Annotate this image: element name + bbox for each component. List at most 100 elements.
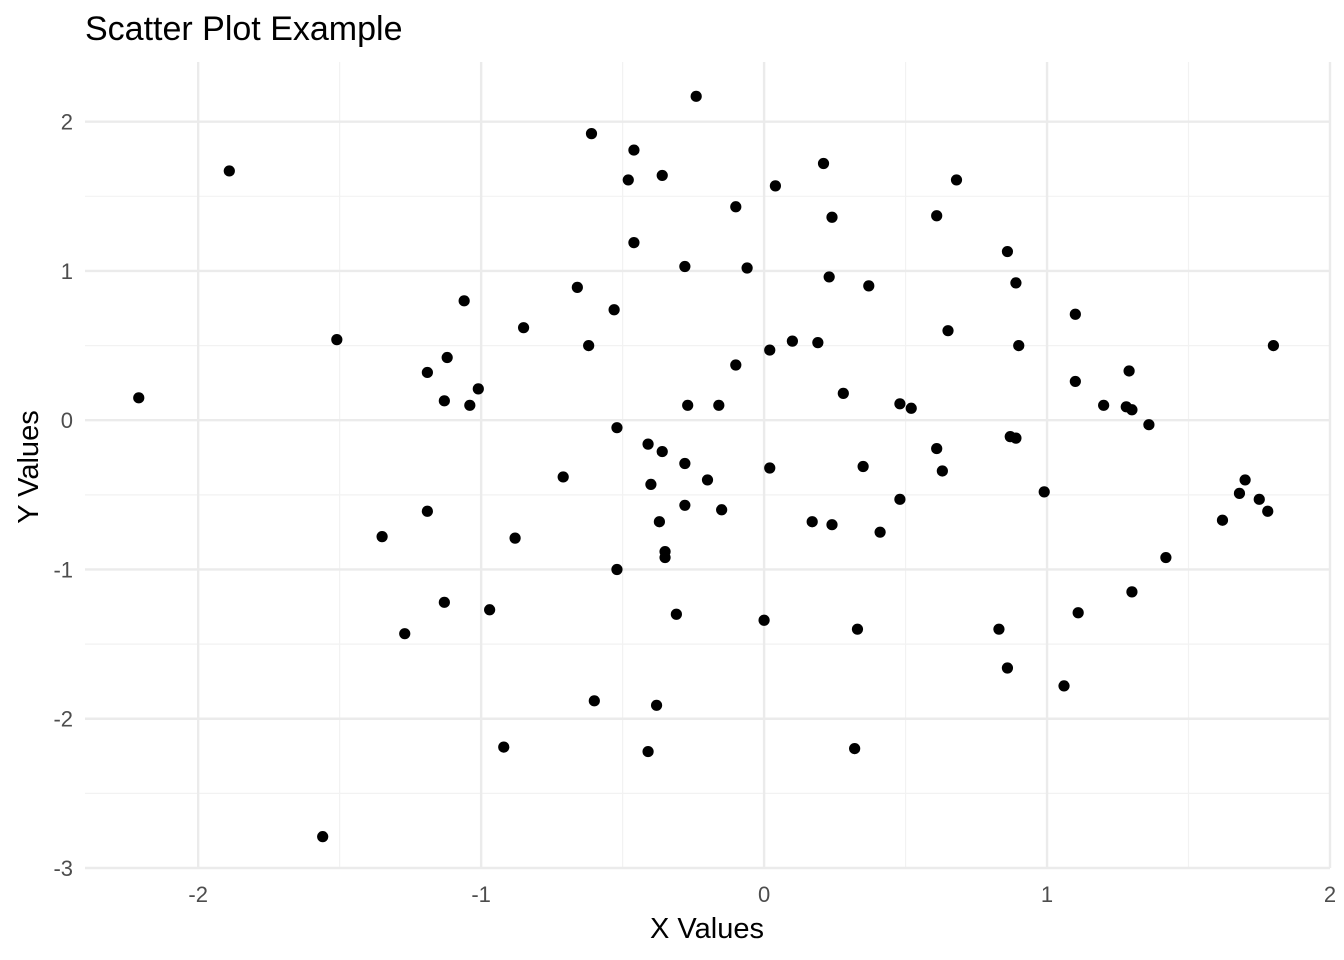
- x-tick-label: 0: [758, 882, 770, 907]
- scatter-point: [317, 831, 329, 843]
- scatter-point: [622, 174, 634, 186]
- scatter-point: [642, 745, 654, 758]
- scatter-point: [472, 383, 484, 395]
- scatter-point: [837, 387, 849, 399]
- scatter-point: [874, 526, 886, 538]
- plot-grid: [85, 62, 1332, 870]
- scatter-point: [679, 499, 691, 511]
- scatter-point: [950, 174, 963, 186]
- scatter-point: [716, 504, 728, 516]
- scatter-point: [894, 493, 906, 505]
- scatter-point: [682, 399, 694, 411]
- scatter-point: [498, 741, 510, 753]
- scatter-point: [441, 351, 453, 364]
- scatter-point: [764, 462, 776, 474]
- scatter-point: [1126, 404, 1138, 416]
- y-axis-ticks: -3 -2 -1 0 1 2: [53, 110, 73, 881]
- scatter-point: [1267, 339, 1280, 352]
- scatter-point: [464, 399, 476, 411]
- scatter-point: [905, 402, 917, 414]
- scatter-point: [1098, 399, 1110, 411]
- scatter-point: [1253, 493, 1265, 505]
- scatter-point: [1126, 586, 1138, 598]
- scatter-point: [1216, 514, 1229, 526]
- scatter-point: [730, 359, 742, 371]
- y-tick-label: 2: [61, 110, 73, 135]
- scatter-point: [812, 337, 824, 349]
- y-tick-label: -2: [53, 707, 73, 732]
- scatter-point: [936, 465, 948, 477]
- scatter-point: [993, 623, 1005, 635]
- scatter-point: [741, 262, 753, 274]
- scatter-point: [863, 280, 875, 292]
- scatter-point: [1239, 474, 1251, 486]
- scatter-point: [645, 478, 657, 491]
- scatter-point: [1001, 245, 1014, 258]
- scatter-point: [1069, 308, 1081, 320]
- scatter-point: [786, 335, 798, 347]
- scatter-point: [438, 395, 450, 407]
- scatter-point: [583, 339, 595, 352]
- scatter-point: [679, 457, 691, 470]
- y-tick-label: 1: [61, 259, 73, 284]
- chart-title: Scatter Plot Example: [85, 10, 402, 48]
- scatter-point: [931, 210, 943, 222]
- scatter-point: [557, 471, 569, 483]
- scatter-point: [1058, 680, 1070, 692]
- x-tick-label: -1: [471, 882, 491, 907]
- scatter-point: [1143, 419, 1155, 431]
- scatter-point: [628, 237, 640, 249]
- scatter-point: [1072, 607, 1084, 619]
- scatter-point: [679, 260, 691, 273]
- scatter-point: [133, 392, 145, 404]
- scatter-point: [1262, 505, 1274, 517]
- scatter-point: [1233, 487, 1246, 499]
- scatter-point: [1038, 486, 1050, 498]
- scatter-point: [376, 531, 388, 543]
- scatter-point: [764, 344, 776, 356]
- scatter-point: [730, 201, 742, 213]
- scatter-point: [713, 399, 725, 411]
- scatter-point: [653, 516, 665, 528]
- scatter-point: [484, 604, 496, 616]
- scatter-point: [942, 325, 954, 337]
- scatter-point: [438, 596, 450, 608]
- scatter-point: [611, 422, 623, 434]
- scatter-point: [817, 157, 830, 170]
- scatter-point: [857, 460, 869, 473]
- scatter-point: [931, 442, 943, 455]
- scatter-point: [656, 445, 668, 458]
- scatter-point: [585, 128, 598, 140]
- x-tick-label: 2: [1324, 882, 1336, 907]
- scatter-point: [571, 281, 583, 293]
- y-tick-label: 0: [61, 408, 73, 433]
- scatter-point: [894, 398, 906, 410]
- x-tick-label: 1: [1041, 882, 1053, 907]
- y-axis-label: Y Values: [13, 410, 45, 523]
- x-tick-label: -2: [188, 882, 208, 907]
- scatter-point: [331, 334, 343, 346]
- scatter-point: [628, 144, 640, 156]
- scatter-point: [421, 505, 433, 517]
- scatter-point: [851, 623, 864, 635]
- scatter-point: [670, 608, 682, 620]
- scatter-point: [826, 519, 838, 531]
- scatter-point: [1123, 365, 1135, 377]
- scatter-point: [823, 271, 835, 283]
- x-axis-label: X Values: [650, 913, 764, 945]
- scatter-point: [1010, 277, 1022, 289]
- scatter-point: [659, 551, 671, 564]
- scatter-point: [1010, 432, 1022, 444]
- scatter-point: [656, 169, 668, 182]
- scatter-point: [509, 532, 521, 544]
- scatter-point: [642, 438, 654, 450]
- scatter-point: [1013, 339, 1025, 352]
- scatter-point: [769, 180, 782, 192]
- scatter-point: [758, 614, 770, 626]
- scatter-point: [588, 695, 600, 707]
- scatter-point: [826, 211, 838, 223]
- scatter-point: [650, 699, 663, 711]
- scatter-point: [1069, 375, 1081, 388]
- y-tick-label: -3: [53, 856, 73, 881]
- scatter-point: [1160, 551, 1172, 564]
